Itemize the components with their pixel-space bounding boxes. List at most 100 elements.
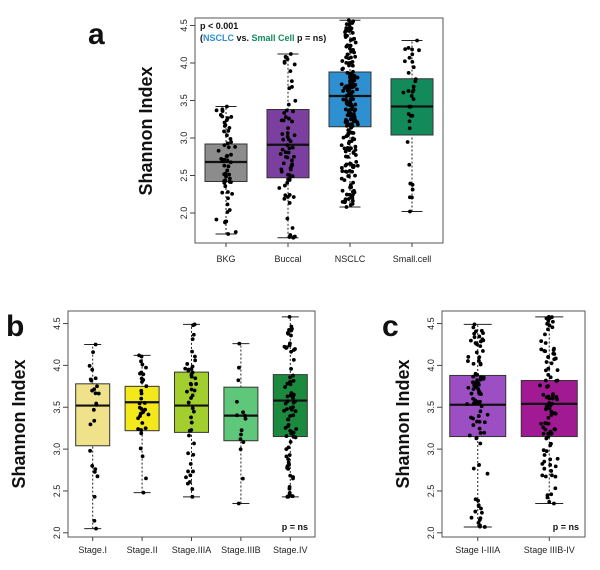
data-point	[545, 321, 550, 326]
panel-label-a: a	[88, 18, 105, 51]
data-point	[286, 126, 290, 131]
data-point	[409, 94, 414, 98]
data-point	[469, 515, 474, 520]
data-point	[476, 504, 481, 509]
data-point	[351, 180, 355, 185]
data-point	[478, 362, 483, 367]
data-point	[478, 441, 483, 446]
x-tick-label: Stage.I	[78, 545, 107, 555]
ns-label: p = ns)	[295, 33, 327, 43]
data-point	[146, 412, 151, 417]
data-point	[288, 69, 293, 73]
data-point	[545, 421, 550, 426]
data-point	[291, 195, 296, 199]
data-point	[288, 52, 293, 56]
data-point	[466, 355, 471, 359]
data-point	[343, 149, 348, 154]
data-point	[539, 347, 544, 352]
data-point	[551, 501, 556, 506]
data-point	[546, 327, 550, 332]
data-point	[350, 31, 355, 35]
data-point	[343, 163, 348, 168]
data-point	[467, 433, 472, 438]
data-point	[344, 99, 349, 104]
data-point	[140, 362, 145, 367]
data-point	[344, 154, 348, 159]
data-point	[552, 427, 557, 432]
data-point	[339, 82, 344, 87]
data-point	[348, 38, 353, 43]
data-point	[223, 171, 228, 176]
data-point	[94, 526, 98, 531]
panel-label-b: b	[6, 310, 24, 343]
data-point	[476, 498, 480, 503]
data-point	[407, 162, 412, 167]
x-tick-label: Stage.II	[127, 545, 158, 555]
data-point	[290, 163, 295, 168]
data-point	[142, 401, 147, 405]
data-point	[286, 457, 291, 462]
y-tick-label: 2.5	[426, 485, 436, 498]
data-point	[220, 190, 225, 195]
data-point	[478, 524, 482, 529]
data-point	[292, 62, 297, 67]
x-axis-labels: Stage I-IIIA Stage IIIB-IV	[455, 537, 575, 555]
data-point	[280, 147, 285, 152]
data-point	[292, 235, 296, 239]
data-point	[477, 419, 482, 424]
data-point	[469, 338, 473, 343]
data-point	[238, 447, 243, 452]
data-point	[415, 38, 419, 43]
y-axis: 2.0 2.5 3.0 3.5 4.0 4.5	[179, 19, 195, 219]
data-point	[353, 40, 358, 45]
data-point	[350, 73, 355, 78]
data-point	[477, 463, 481, 467]
data-point	[189, 415, 193, 420]
data-point	[137, 401, 142, 406]
data-point	[346, 61, 351, 66]
data-point	[550, 396, 555, 401]
data-point	[92, 470, 97, 474]
data-point	[344, 205, 349, 209]
data-point	[339, 143, 344, 148]
data-point	[553, 474, 558, 479]
data-point	[542, 453, 547, 457]
data-point	[547, 316, 552, 320]
y-tick-label: 4.5	[426, 317, 436, 330]
data-point	[346, 133, 350, 138]
y-tick-label: 4.5	[179, 19, 189, 32]
data-point	[343, 120, 348, 124]
data-point	[351, 131, 356, 135]
data-point	[282, 59, 287, 64]
data-point	[282, 111, 287, 115]
y-tick-label: 4.5	[52, 317, 62, 330]
data-point	[352, 36, 357, 41]
data-point	[542, 466, 547, 471]
data-point	[192, 441, 196, 446]
data-point	[540, 461, 545, 466]
data-point	[347, 74, 352, 79]
data-point	[223, 184, 228, 189]
data-point	[225, 153, 230, 158]
data-point	[229, 115, 234, 119]
y-axis-title: Shannon Index	[393, 359, 413, 488]
data-point	[346, 197, 351, 201]
data-point	[287, 343, 292, 348]
data-point	[543, 378, 548, 383]
data-point	[339, 166, 344, 170]
data-point	[93, 376, 98, 381]
data-point	[288, 414, 293, 418]
data-point	[352, 164, 356, 168]
data-point	[539, 339, 544, 344]
data-point	[286, 177, 290, 182]
data-point	[344, 22, 349, 27]
data-point	[340, 169, 345, 174]
data-point	[546, 366, 551, 371]
data-point	[466, 385, 471, 390]
data-point	[539, 421, 543, 426]
data-point	[350, 21, 355, 25]
data-point	[280, 132, 285, 136]
data-point	[285, 180, 290, 185]
data-point	[292, 154, 296, 159]
data-point	[290, 119, 294, 124]
